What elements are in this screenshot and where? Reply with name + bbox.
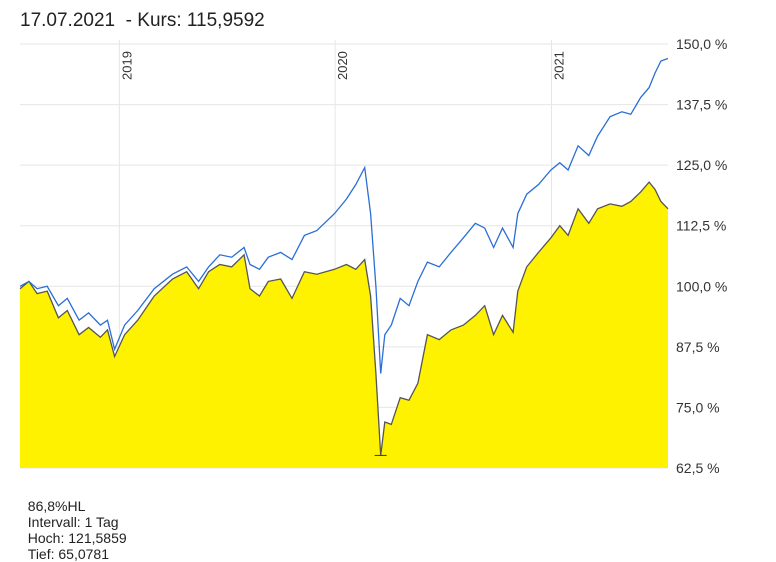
footer-interval: Intervall: 1 Tag	[27, 514, 119, 530]
y-tick-label: 137,5 %	[676, 97, 727, 113]
price-chart[interactable]: 150,0 % 137,5 % 125,0 % 112,5 % 100,0 % 87,5 …	[0, 0, 776, 480]
footer-performance: 86,8%HL	[27, 498, 86, 514]
footer-high: Hoch: 121,5859	[27, 530, 127, 546]
x-tick-label: 2020	[335, 51, 350, 80]
footer-low: Tief: 65,0781	[27, 546, 109, 562]
chart-footer: 86,8%HL Intervall: 1 Tag Hoch: 121,5859 …	[20, 482, 155, 562]
fund-area	[20, 182, 668, 468]
y-tick-label: 112,5 %	[676, 218, 726, 234]
benchmark-line	[19, 57, 669, 374]
x-tick-label: 2021	[552, 51, 567, 80]
fund-line	[19, 181, 669, 456]
y-tick-label: 150,0 %	[676, 36, 727, 52]
x-tick-label: 2019	[119, 51, 134, 80]
chart-header: 17.07.2021 - Kurs: 115,9592	[20, 10, 265, 32]
header-date: 17.07.2021	[20, 10, 116, 31]
header-price: Kurs: 115,9592	[137, 10, 265, 31]
header-separator: -	[115, 10, 138, 31]
y-tick-label: 62,5 %	[676, 460, 720, 476]
y-tick-label: 75,0 %	[676, 399, 720, 415]
y-tick-label: 125,0 %	[676, 157, 727, 173]
y-tick-label: 87,5 %	[676, 339, 720, 355]
y-tick-label: 100,0 %	[676, 278, 727, 294]
